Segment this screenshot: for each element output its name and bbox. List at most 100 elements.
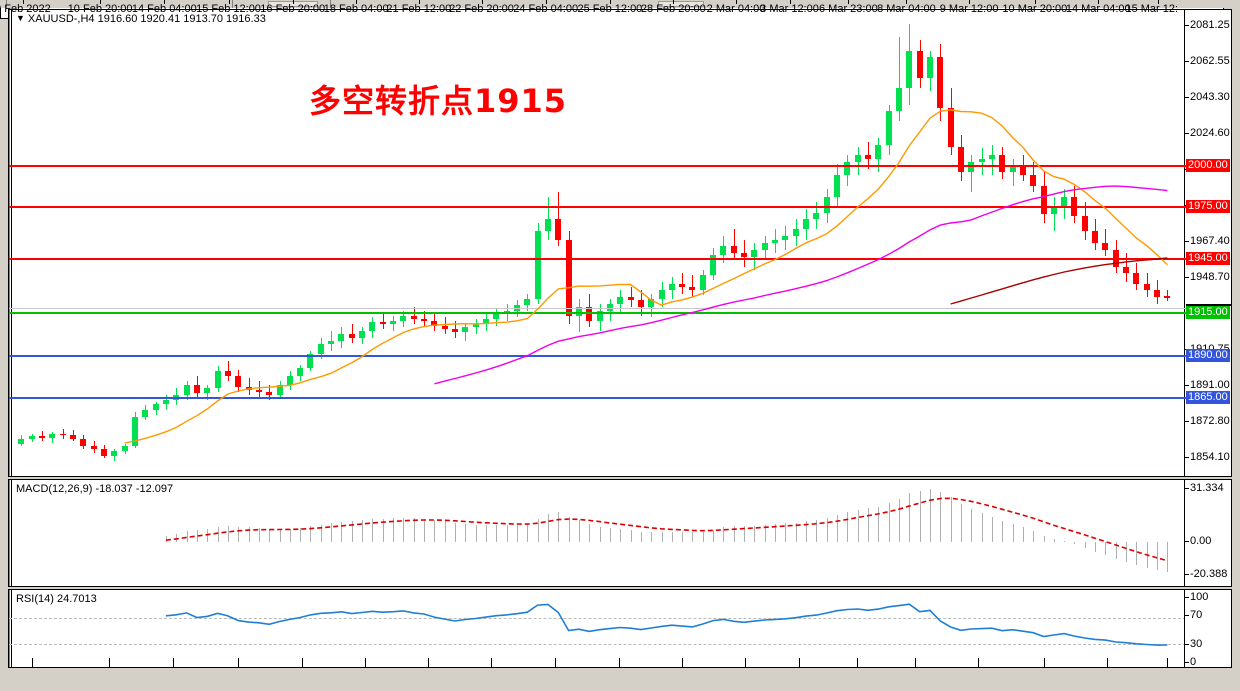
macd-histogram-bar	[320, 524, 322, 542]
candle-body	[338, 334, 344, 341]
level-tag-1975[interactable]: 1975.00	[1186, 200, 1230, 213]
time-axis-tick	[545, 0, 547, 4]
rsi-pane[interactable]: 100 70 30 0 RSI(14) 24.7013	[8, 589, 1232, 668]
time-axis-tick	[736, 0, 737, 4]
candle-body	[215, 371, 221, 389]
macd-histogram-bar	[826, 518, 828, 542]
candle-body	[328, 340, 334, 345]
level-line-stub	[1179, 258, 1186, 260]
level-tag-1915[interactable]: 1915.00	[1186, 306, 1230, 319]
macd-histogram-bar	[950, 497, 952, 542]
macd-histogram-bar	[909, 493, 911, 542]
level-line-1890[interactable]	[9, 355, 1186, 357]
time-axis-tick	[906, 0, 908, 4]
level-line-1945[interactable]	[9, 258, 1186, 260]
macd-histogram-bar	[971, 509, 973, 542]
macd-histogram-bar	[207, 529, 209, 542]
candle-body	[896, 87, 902, 112]
macd-pane[interactable]: 31.334 0.00 -20.388 MACD(12,26,9) -18.037 …	[8, 479, 1232, 587]
candle-wick	[744, 239, 745, 267]
price-chart-pane[interactable]: 2081.252062.552043.302024.602005.351986.…	[8, 9, 1232, 535]
macd-histogram-bar	[754, 525, 756, 542]
time-axis-label: 6 Mar 23:00	[818, 3, 878, 15]
candle-body	[277, 384, 283, 395]
candle-body	[1133, 273, 1139, 284]
time-axis-label: 18 Feb 04:00	[323, 3, 389, 15]
time-axis-tick	[789, 0, 791, 4]
candle-body	[184, 384, 190, 395]
level-tag-1865[interactable]: 1865.00	[1186, 391, 1230, 404]
candle-body	[421, 318, 427, 321]
price-axis[interactable]: 2081.252062.552043.302024.602005.351986.…	[1179, 10, 1231, 535]
level-tag-1945[interactable]: 1945.00	[1186, 252, 1230, 265]
candle-body	[70, 435, 76, 439]
macd-label: MACD(12,26,9) -18.037 -12.097	[16, 483, 174, 495]
candle-body	[989, 155, 995, 159]
candle-body	[307, 354, 313, 368]
candle-body	[80, 438, 86, 446]
macd-histogram-bar	[630, 530, 632, 542]
candle-body	[762, 243, 768, 250]
candle-body	[710, 254, 716, 276]
macd-histogram-bar	[589, 524, 591, 542]
macd-signal-overlay	[165, 497, 1168, 562]
vertical-grid-tick	[915, 658, 917, 667]
vertical-grid-tick	[554, 658, 556, 667]
candle-body	[235, 376, 241, 387]
macd-histogram-bar	[1084, 542, 1086, 548]
macd-histogram-bar	[227, 526, 229, 542]
level-line-2000[interactable]	[9, 165, 1186, 167]
candle-body	[369, 322, 375, 331]
rsi-plot-area[interactable]	[9, 590, 1186, 667]
macd-histogram-bar	[568, 517, 570, 542]
time-axis-label: 2 Mar 04:00	[706, 3, 766, 15]
level-tag-2000[interactable]: 2000.00	[1186, 159, 1230, 172]
level-tag-1890[interactable]: 1890.00	[1186, 349, 1230, 362]
candle-wick	[42, 431, 43, 441]
time-axis[interactable]: 9 Feb 2022 10 Feb 20:00 14 Feb 04:00 15 Feb…	[0, 0, 1224, 19]
macd-histogram-bar	[217, 527, 219, 542]
candle-wick	[971, 155, 972, 193]
level-line-1865[interactable]	[9, 397, 1186, 399]
vertical-grid-tick	[978, 658, 980, 667]
vertical-grid-tick	[237, 658, 239, 667]
pane-left-rail	[9, 10, 12, 476]
macd-histogram-bar	[424, 518, 426, 542]
macd-histogram-bar	[248, 527, 250, 542]
macd-histogram-bar	[413, 518, 415, 542]
time-axis-label: 14 Feb 04:00	[131, 3, 197, 15]
candle-body	[937, 57, 943, 108]
macd-histogram-bar	[991, 516, 993, 542]
macd-plot-area[interactable]	[9, 480, 1186, 586]
candle-body	[349, 334, 355, 338]
candle-body	[18, 438, 24, 444]
candle-body	[442, 325, 448, 330]
candle-body	[111, 450, 117, 456]
candle-wick	[734, 229, 735, 260]
macd-histogram-bar	[331, 523, 333, 542]
candle-body	[60, 433, 66, 436]
macd-histogram-bar	[444, 521, 446, 542]
level-line-1915[interactable]	[9, 312, 1186, 314]
triangle-down-icon[interactable]: ▼	[16, 13, 25, 23]
candle-body	[1123, 266, 1129, 274]
time-axis-tick	[848, 0, 850, 4]
macd-histogram-bar	[1022, 527, 1024, 542]
ma-mid-line	[434, 185, 1168, 385]
macd-histogram-bar	[1074, 542, 1076, 545]
time-axis-tick	[22, 0, 24, 4]
rsi-line-overlay	[165, 603, 1168, 646]
macd-axis-tick-label: -20.388	[1190, 568, 1228, 580]
candle-wick	[1167, 289, 1168, 301]
candle-body	[1164, 296, 1170, 298]
macd-histogram-bar	[1136, 542, 1138, 566]
candle-body	[886, 111, 892, 146]
macd-histogram-bar	[516, 525, 518, 542]
candle-body	[153, 404, 159, 411]
candle-body	[968, 161, 974, 173]
level-line-1975[interactable]	[9, 206, 1186, 208]
price-plot-area[interactable]	[9, 10, 1186, 476]
candle-body	[452, 329, 458, 333]
candle-body	[524, 298, 530, 306]
candle-body	[793, 229, 799, 237]
